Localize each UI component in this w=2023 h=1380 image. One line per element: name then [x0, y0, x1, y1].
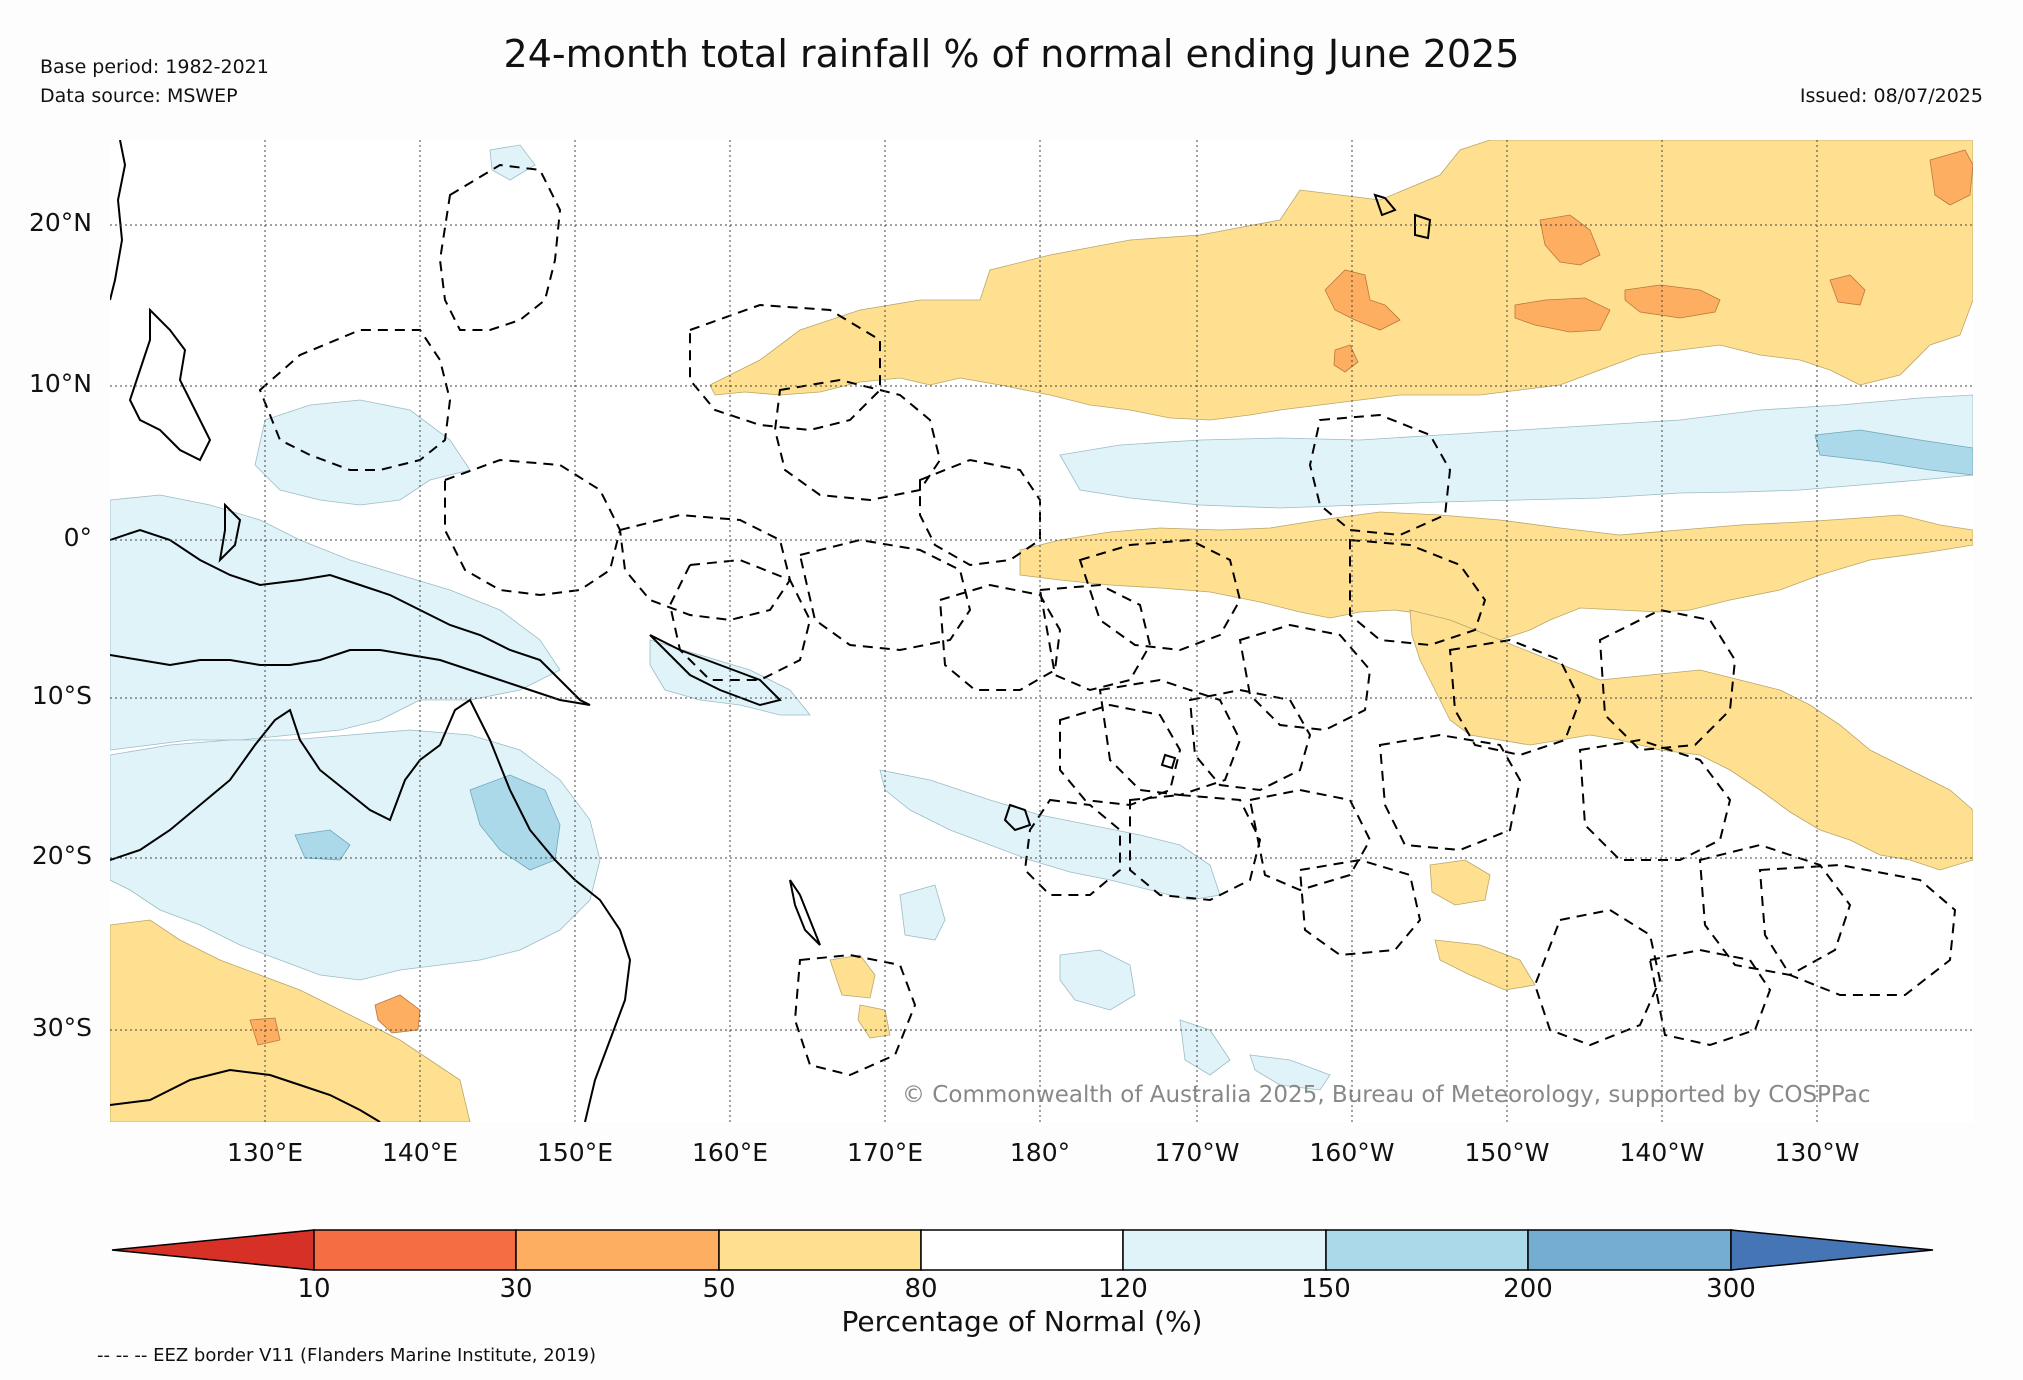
- colorbar-tick-label: 200: [1503, 1274, 1553, 1304]
- wet-patch: [1814, 429, 1973, 476]
- colorbar-extend-low: [111, 1229, 315, 1271]
- very-dry-patch: [1929, 149, 1973, 206]
- map-title: 24-month total rainfall % of normal endi…: [503, 32, 1520, 76]
- very-dry-patch: [1624, 284, 1721, 319]
- data-source-label: Data source: MSWEP: [40, 85, 238, 107]
- wet-patch: [1249, 1054, 1331, 1091]
- coastlines: [110, 140, 1432, 1122]
- lon-label: 150°E: [536, 1138, 614, 1167]
- lat-label: 10°S: [31, 681, 92, 710]
- colorbar-tick-label: 150: [1301, 1274, 1351, 1304]
- colorbar-title: Percentage of Normal (%): [841, 1305, 1203, 1338]
- wet-patch: [899, 884, 946, 941]
- wet-patch: [1059, 949, 1136, 1011]
- dry-patch: [1429, 859, 1491, 906]
- lat-label: 30°S: [31, 1013, 92, 1042]
- wet-patch: [294, 829, 351, 861]
- colorbar-segment: [1122, 1229, 1327, 1271]
- wet-patch: [1179, 1019, 1231, 1076]
- colorbar-segment: [313, 1229, 517, 1271]
- lon-label: 130°E: [226, 1138, 304, 1167]
- lat-label: 0°: [63, 523, 92, 552]
- very-dry-patch: [1829, 274, 1866, 306]
- dry-region-south-pacific: [1409, 609, 1973, 871]
- lat-label: 20°S: [31, 841, 92, 870]
- dry-patch-sa: [374, 994, 421, 1034]
- colorbar-tick-label: 10: [297, 1274, 331, 1304]
- dry-region-australia: [110, 919, 471, 1122]
- colorbar-segment: [718, 1229, 922, 1271]
- colorbar-extend-high: [1730, 1229, 1934, 1271]
- lon-label: 160°E: [691, 1138, 769, 1167]
- eez-footnote: -- -- -- EEZ border V11 (Flanders Marine…: [97, 1345, 597, 1366]
- issued-date-label: Issued: 08/07/2025: [1799, 85, 1983, 107]
- lat-label: 10°N: [28, 369, 92, 398]
- wet-region-west-pacific: [254, 399, 471, 506]
- copyright-notice: © Commonwealth of Australia 2025, Bureau…: [902, 1082, 1871, 1108]
- colorbar-tick-label: 120: [1098, 1274, 1148, 1304]
- colorbar-segment: [1527, 1229, 1732, 1271]
- colorbar-tick-label: 300: [1706, 1274, 1756, 1304]
- eez-boundaries: [258, 163, 1957, 1077]
- lat-label: 20°N: [28, 208, 92, 237]
- lon-label: 140°E: [381, 1138, 459, 1167]
- colorbar-tick-label: 50: [702, 1274, 736, 1304]
- very-dry-patch: [1539, 214, 1601, 266]
- very-dry-patch: [1514, 297, 1611, 333]
- lon-label: 140°W: [1619, 1138, 1705, 1167]
- lon-label: 160°W: [1309, 1138, 1395, 1167]
- colorbar-segment: [1325, 1229, 1529, 1271]
- lon-label: 150°W: [1464, 1138, 1550, 1167]
- colorbar: [111, 1229, 1934, 1271]
- dry-region-equatorial: [1019, 511, 1973, 641]
- colorbar-segment: [920, 1229, 1124, 1271]
- graticule: [110, 140, 1973, 1122]
- wet-band-central-pacific: [1059, 394, 1973, 509]
- wet-patch: [489, 144, 536, 181]
- lon-label: 170°E: [846, 1138, 924, 1167]
- very-dry-patch: [1324, 269, 1401, 331]
- colorbar-segment: [515, 1229, 720, 1271]
- colorbar-tick-label: 80: [904, 1274, 938, 1304]
- colorbar-tick-label: 30: [499, 1274, 533, 1304]
- lon-label: 170°W: [1154, 1138, 1240, 1167]
- base-period-label: Base period: 1982-2021: [40, 56, 269, 78]
- lon-label: 130°W: [1774, 1138, 1860, 1167]
- dry-patch: [1434, 939, 1536, 991]
- lon-label: 180°: [1009, 1138, 1071, 1167]
